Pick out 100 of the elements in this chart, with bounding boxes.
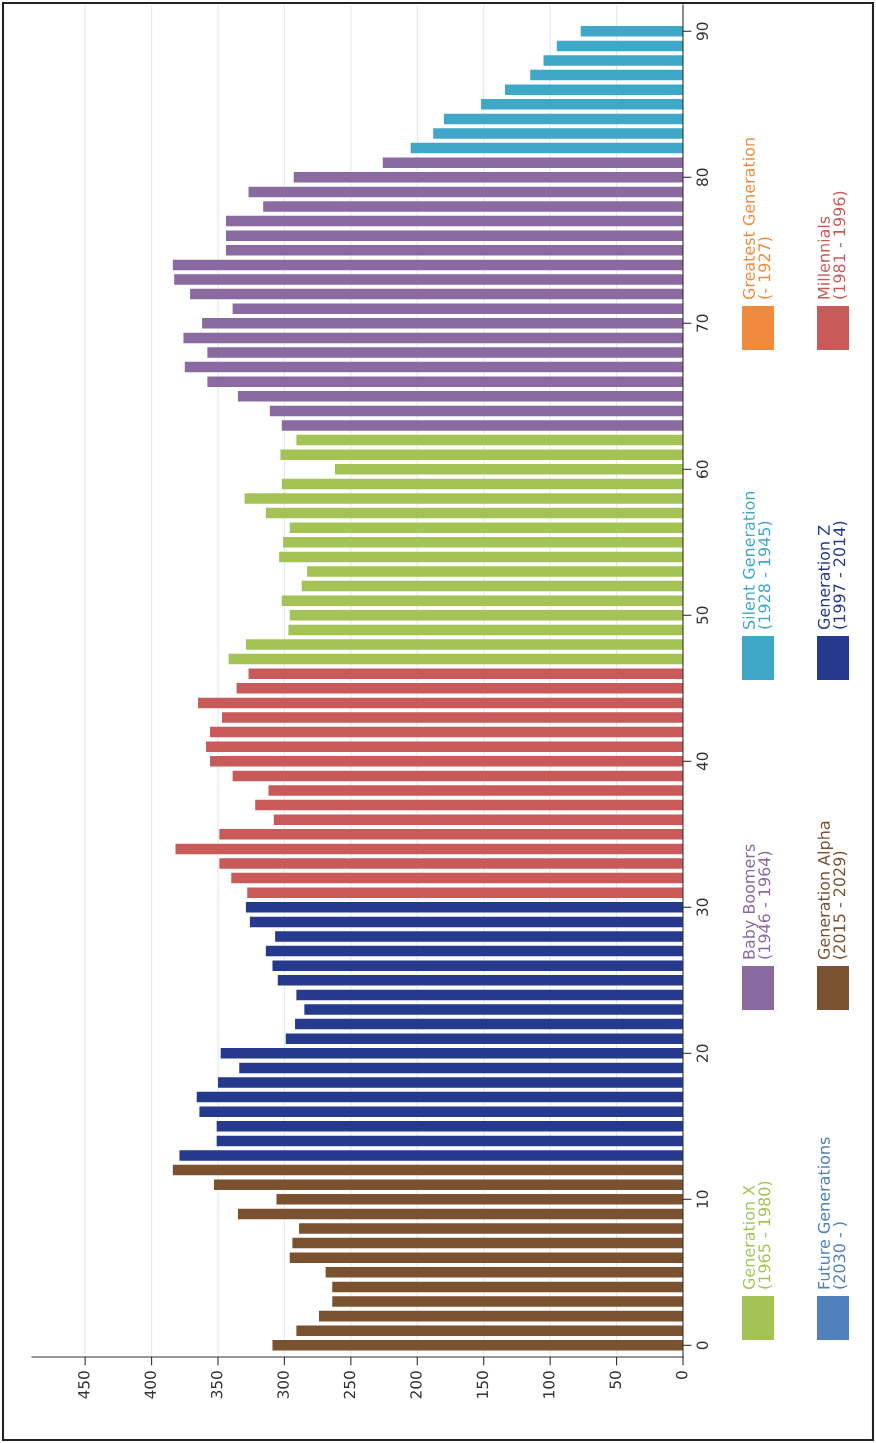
bar xyxy=(248,186,683,198)
y-tick-label: 70 xyxy=(696,314,709,332)
y-tick-label: 80 xyxy=(696,168,709,186)
bar xyxy=(175,843,683,855)
bar xyxy=(279,551,683,563)
bar xyxy=(307,566,683,577)
bar xyxy=(245,902,683,913)
bar xyxy=(172,1164,683,1176)
bar xyxy=(198,697,683,709)
bar xyxy=(220,1048,683,1059)
bar xyxy=(273,814,683,825)
bar xyxy=(216,1135,683,1147)
bar xyxy=(174,274,683,285)
x-tick-label: 300 xyxy=(277,1371,289,1399)
bar xyxy=(281,595,683,606)
bar xyxy=(248,668,683,679)
bar xyxy=(218,1077,683,1088)
legend-label: Greatest Generation (- 1927) xyxy=(742,138,773,300)
bar xyxy=(304,1004,683,1015)
bar xyxy=(433,128,683,139)
bar xyxy=(231,872,683,884)
x-tick-label: 250 xyxy=(343,1371,356,1399)
bar xyxy=(219,858,683,869)
bar xyxy=(332,1296,683,1307)
x-tick-label: 450 xyxy=(78,1371,90,1399)
bar xyxy=(236,683,683,694)
bar xyxy=(214,1179,683,1190)
bar xyxy=(225,245,683,256)
bar xyxy=(272,1340,683,1351)
x-tick-label: 400 xyxy=(144,1371,156,1399)
bar xyxy=(293,172,683,183)
bar xyxy=(556,40,683,52)
y-tick-label: 60 xyxy=(696,460,709,478)
bar xyxy=(265,945,683,957)
y-tick-label: 20 xyxy=(696,1044,709,1062)
bar xyxy=(237,391,683,402)
text: Millennials (1981 - 1996) xyxy=(817,191,848,299)
bar xyxy=(288,624,683,636)
bar xyxy=(280,449,683,460)
x-tick-label: 150 xyxy=(476,1371,489,1398)
bar xyxy=(281,420,683,431)
bar xyxy=(334,464,683,475)
bar xyxy=(265,507,683,519)
bar xyxy=(249,916,683,928)
bar xyxy=(196,1091,683,1103)
bar xyxy=(232,303,683,314)
bar xyxy=(219,829,683,840)
bar xyxy=(283,537,683,548)
text: Generation Alpha (2015 - 2029) xyxy=(817,821,848,960)
bar xyxy=(443,113,683,125)
bar xyxy=(216,1121,683,1132)
y-tick-label: 50 xyxy=(696,606,709,624)
bar xyxy=(202,318,683,329)
legend-label: Future Generations (2030 - ) xyxy=(817,1137,848,1289)
bar xyxy=(295,1018,683,1030)
bar xyxy=(268,785,683,796)
bar xyxy=(289,610,683,621)
bar xyxy=(244,493,683,504)
bar xyxy=(580,26,683,37)
y-tick-label: 30 xyxy=(696,898,709,916)
bar xyxy=(275,931,683,942)
bar xyxy=(382,157,683,168)
text: Silent Generation (1928 - 1945) xyxy=(742,491,773,629)
y-tick-label: 90 xyxy=(696,22,709,41)
bar xyxy=(289,1252,683,1263)
bar xyxy=(225,230,683,241)
x-tick-label: 350 xyxy=(210,1371,223,1399)
x-tick-label: 0 xyxy=(675,1371,688,1379)
bar xyxy=(325,1267,683,1278)
bar xyxy=(225,215,683,227)
bar xyxy=(183,332,683,344)
bar xyxy=(504,84,683,95)
bar xyxy=(210,726,683,738)
bar xyxy=(221,712,683,723)
bar xyxy=(276,1194,683,1205)
bar xyxy=(247,887,683,898)
y-tick-label: 10 xyxy=(696,1190,709,1208)
bar xyxy=(199,1106,683,1117)
bar xyxy=(318,1310,683,1322)
bar xyxy=(228,653,683,665)
bar xyxy=(481,99,683,110)
bar xyxy=(272,960,683,971)
bar xyxy=(530,69,683,81)
bar xyxy=(299,1223,683,1234)
x-tick-label: 100 xyxy=(543,1371,555,1398)
bar xyxy=(285,1033,683,1044)
bar xyxy=(269,405,683,417)
bar xyxy=(296,434,683,446)
bar xyxy=(292,1237,683,1249)
bar xyxy=(289,522,683,533)
bar xyxy=(277,975,683,986)
bar xyxy=(239,1062,683,1074)
bar xyxy=(232,770,683,782)
bar xyxy=(207,347,683,358)
bar xyxy=(296,989,683,1001)
bar xyxy=(296,1325,683,1336)
text: Generation X (1965 - 1980) xyxy=(742,1181,773,1290)
text: Baby Boomers (1946 - 1964) xyxy=(742,844,773,959)
bar xyxy=(410,142,683,154)
bar xyxy=(281,478,683,490)
